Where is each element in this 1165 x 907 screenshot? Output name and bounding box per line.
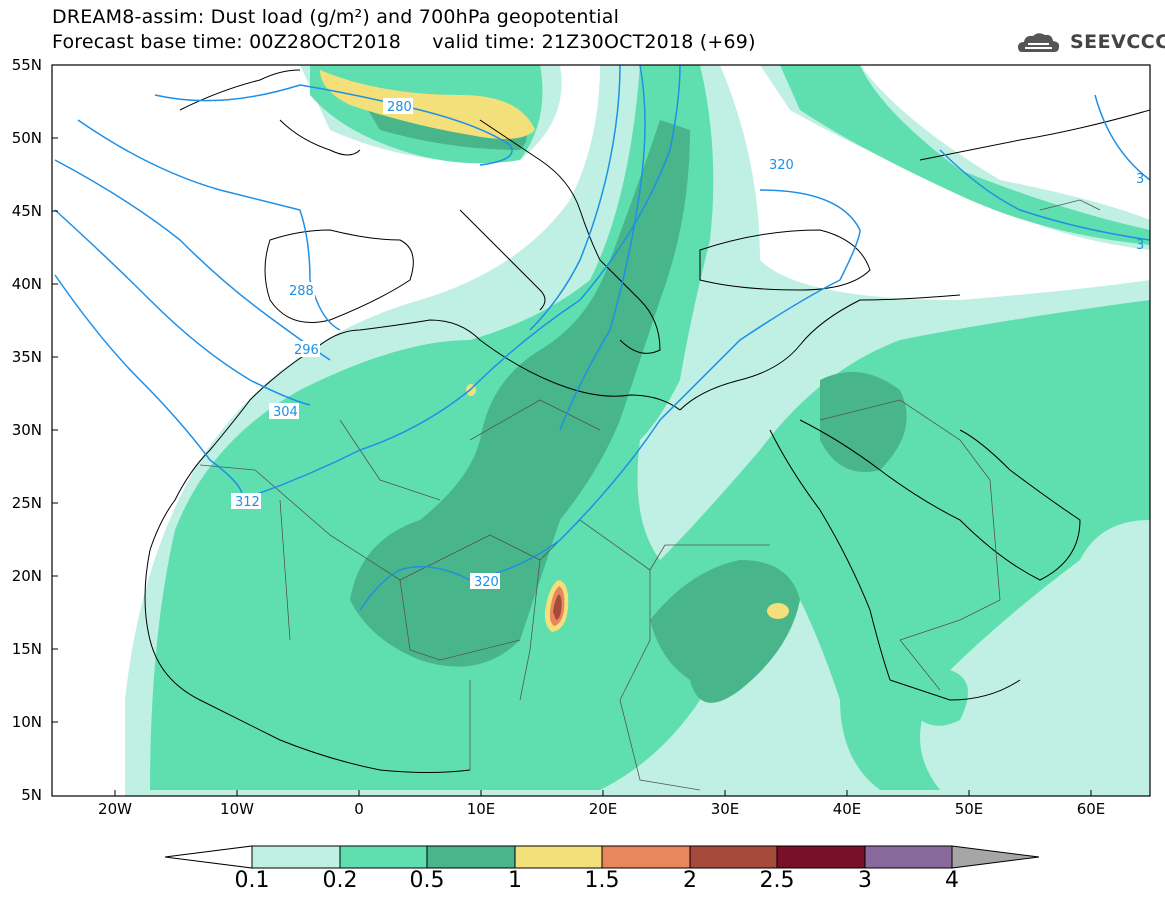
colorbar-swatch (601, 845, 691, 869)
contour-label: 320 (769, 158, 794, 173)
borders (199, 199, 1101, 791)
cloud-icon (1018, 33, 1060, 52)
contour-label: 320 (474, 575, 499, 590)
colorbar-label: 1.5 (584, 868, 620, 893)
colorbar-label: 0.1 (234, 868, 270, 893)
lon-label: 10W (220, 800, 254, 818)
map-subtitle: Forecast base time: 00Z28OCT2018 valid t… (52, 31, 756, 53)
contour-label: 304 (273, 405, 298, 420)
lat-label: 35N (11, 348, 42, 366)
logo-text: SEEVCCC (1070, 31, 1165, 53)
lon-label: 40E (832, 800, 862, 818)
colorbar-swatch (426, 845, 516, 869)
colorbar-label: 2 (683, 868, 697, 893)
lat-label: 40N (11, 275, 42, 293)
contour-label: 3 (1136, 172, 1144, 187)
lon-label: 20E (588, 800, 618, 818)
contour-label: 296 (294, 343, 319, 358)
contour-label: 312 (235, 495, 260, 510)
coastlines (144, 69, 1150, 773)
colorbar-swatch (776, 845, 866, 869)
colorbar-high-triangle (951, 845, 1040, 869)
colorbar (164, 845, 1040, 869)
lon-label: 50E (954, 800, 984, 818)
colorbar-label: 3 (858, 868, 872, 893)
colorbar-label: 0.2 (322, 868, 358, 893)
lat-label: 55N (11, 56, 42, 74)
colorbar-low-triangle (164, 845, 253, 869)
lat-label: 15N (11, 640, 42, 658)
colorbar-label: 2.5 (759, 868, 795, 893)
lat-label: 5N (21, 786, 42, 804)
lat-label: 20N (11, 567, 42, 585)
lon-label: 0 (354, 800, 364, 818)
contour-label: 288 (289, 284, 314, 299)
lat-label: 45N (11, 202, 42, 220)
colorbar-label: 1 (508, 868, 522, 893)
colorbar-swatch (514, 845, 603, 869)
colorbar-swatch (689, 845, 778, 869)
colorbar-swatch (251, 845, 341, 869)
lat-label: 10N (11, 713, 42, 731)
colorbar-swatch (864, 845, 953, 869)
colorbar-label: 0.5 (409, 868, 445, 893)
colorbar-swatch (339, 845, 428, 869)
lon-label: 20W (98, 800, 132, 818)
dust-field (52, 65, 1150, 796)
axis-ticks (52, 64, 1092, 796)
lon-label: 10E (466, 800, 496, 818)
contour-labels: 280 288 296 304 312 320 320 3 3 (231, 98, 1144, 590)
lon-label: 30E (710, 800, 740, 818)
contour-label: 3 (1136, 238, 1144, 253)
lat-label: 50N (11, 129, 42, 147)
lon-label: 60E (1076, 800, 1106, 818)
contour-label: 280 (387, 100, 412, 115)
lat-label: 25N (11, 494, 42, 512)
lat-label: 30N (11, 421, 42, 439)
colorbar-label: 4 (945, 868, 959, 893)
map-title: DREAM8-assim: Dust load (g/m²) and 700hP… (52, 6, 620, 28)
